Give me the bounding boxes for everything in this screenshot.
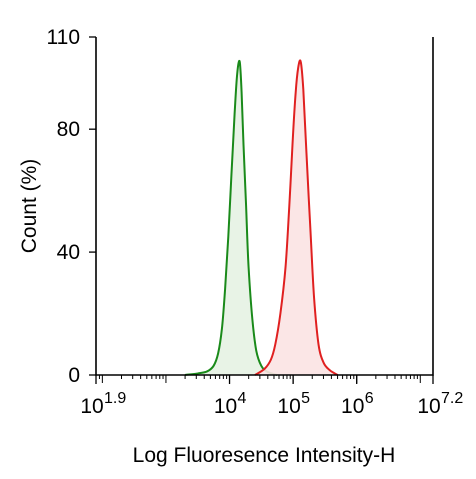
plot-frame [95,37,434,376]
histogram-fill-1 [185,60,278,376]
x-tick-label: 10 [80,395,103,418]
y-tick-label: 40 [57,241,80,264]
x-axis-title: Log Fluoresence Intensity-H [133,444,396,467]
x-tick-label: 10 [214,395,237,418]
histogram-line-2 [254,59,339,376]
x-tick-exponent: 4 [238,390,247,407]
x-tick-exponent: 6 [365,390,374,407]
y-axis-title: Count (%) [18,159,41,254]
x-tick-label: 10 [277,395,300,418]
x-tick-exponent: 1.9 [104,390,126,407]
y-tick-label: 110 [47,26,80,49]
histogram-fill-2 [255,60,338,376]
curves-layer [184,59,339,376]
x-tick-label: 10 [417,395,440,418]
y-tick-label: 80 [57,118,80,141]
y-tick-label: 0 [68,364,80,387]
axes-layer [95,37,434,376]
x-tick-label: 10 [341,395,364,418]
x-tick-exponent: 5 [301,390,310,407]
histogram-line-1 [184,59,278,376]
x-tick-exponent: 7.2 [441,390,463,407]
